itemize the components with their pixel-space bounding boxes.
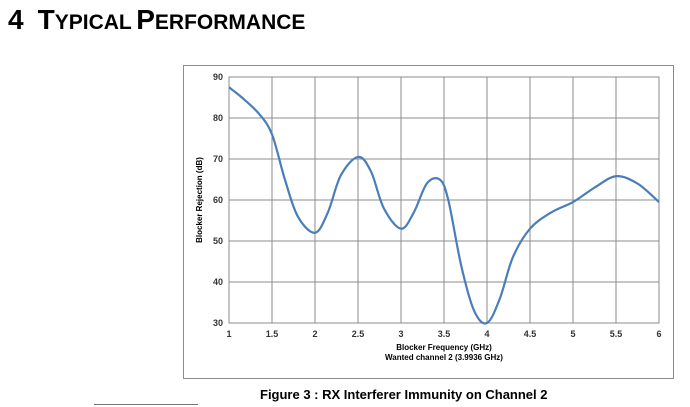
y-tick-label: 80	[213, 113, 223, 123]
figure-caption: Figure 3 : RX Interferer Immunity on Cha…	[260, 387, 548, 402]
x-tick-label: 3.5	[438, 329, 451, 339]
y-tick-label: 60	[213, 195, 223, 205]
x-tick-label: 3	[398, 329, 403, 339]
x-axis-label: Blocker Frequency (GHz)	[396, 343, 492, 352]
x-tick-label: 2	[312, 329, 317, 339]
section-heading: 4 TYPICAL PERFORMANCE	[8, 4, 305, 36]
y-tick-label: 40	[213, 277, 223, 287]
series-line	[228, 86, 660, 325]
y-tick-label: 50	[213, 236, 223, 246]
section-title: TYPICAL PERFORMANCE	[37, 4, 306, 35]
chart-frame: 1 1.5 2 2.5 3 3.5 4 4.5 5 5.5 6 30 40 50 60 70 80 90 Block…	[183, 65, 674, 379]
x-tick-label: 6	[656, 329, 661, 339]
x-tick-label: 5.5	[610, 329, 623, 339]
x-tick-label: 1	[226, 329, 231, 339]
x-tick-label: 2.5	[352, 329, 365, 339]
x-tick-label: 4.5	[524, 329, 537, 339]
section-number: 4	[8, 4, 24, 35]
y-axis-label: Blocker Rejection (dB)	[195, 157, 204, 243]
x-tick-label: 1.5	[266, 329, 279, 339]
x-tick-label: 4	[484, 329, 489, 339]
y-tick-label: 90	[213, 72, 223, 82]
x-tick-label: 5	[570, 329, 575, 339]
y-tick-label: 70	[213, 154, 223, 164]
page-rule	[94, 404, 198, 405]
x-axis-label-secondary: Wanted channel 2 (3.9936 GHz)	[385, 353, 503, 362]
blocker-rejection-chart: 1 1.5 2 2.5 3 3.5 4 4.5 5 5.5 6 30 40 50 60 70 80 90 Block…	[195, 72, 662, 362]
y-tick-label: 30	[213, 318, 223, 328]
